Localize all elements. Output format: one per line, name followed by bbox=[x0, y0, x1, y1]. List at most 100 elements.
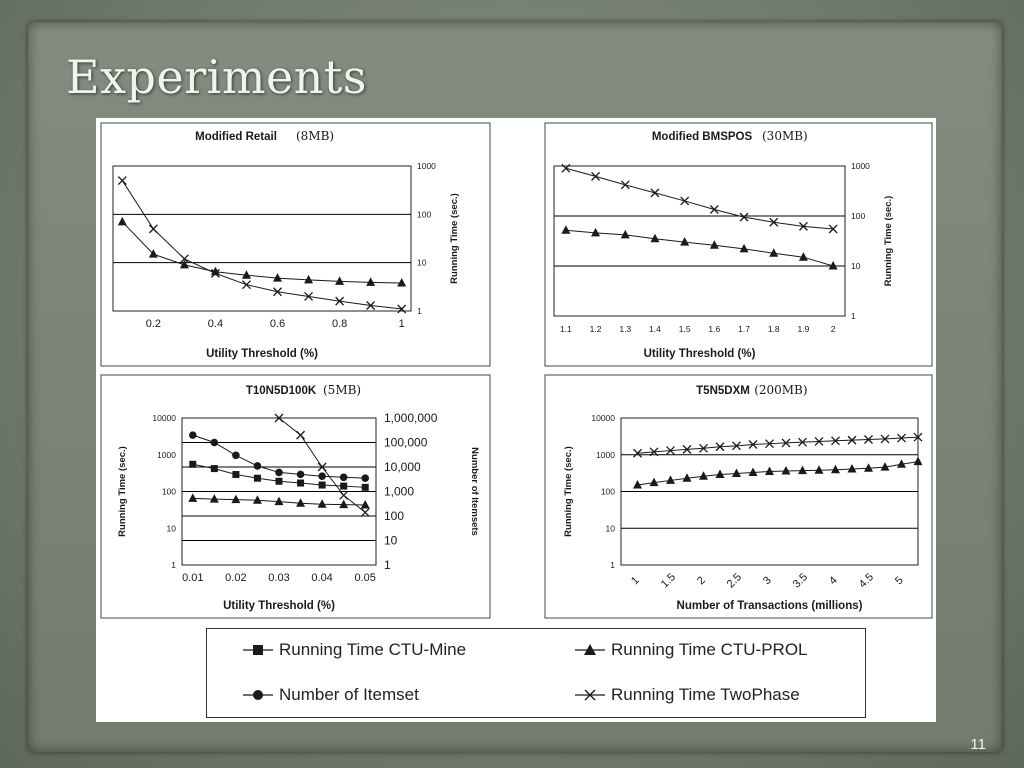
y-tick-label: 100 bbox=[162, 487, 176, 497]
data-point bbox=[591, 171, 601, 181]
data-point bbox=[296, 498, 306, 507]
legend-item-ctu-prol: Running Time CTU-PROL bbox=[575, 640, 808, 660]
data-point bbox=[317, 462, 327, 472]
chart-panel bbox=[100, 374, 491, 619]
data-point bbox=[769, 248, 779, 257]
y-tick-label: 10 bbox=[851, 261, 861, 271]
chart-title-note: (5MB) bbox=[323, 383, 361, 397]
data-point bbox=[828, 224, 838, 234]
legend-label: Running Time CTU-Mine bbox=[279, 640, 467, 659]
data-point bbox=[273, 273, 283, 282]
x-tick-label: 1.6 bbox=[708, 324, 720, 334]
data-point bbox=[650, 188, 660, 198]
data-point bbox=[913, 432, 923, 442]
y-axis-label: Running Time (sec.) bbox=[563, 446, 574, 537]
data-point bbox=[709, 205, 719, 214]
data-point bbox=[814, 436, 824, 446]
data-point bbox=[739, 212, 749, 222]
data-point bbox=[682, 444, 692, 454]
x-tick-label: 1.8 bbox=[768, 324, 780, 334]
charts-svg: Modified Retail (8MB) 1 10 100 1000 Running Ti… bbox=[100, 122, 933, 619]
series-line bbox=[121, 180, 402, 310]
y2-tick-label: 100 bbox=[384, 509, 404, 523]
y-tick-label: 10000 bbox=[591, 413, 615, 423]
data-point bbox=[117, 216, 127, 226]
x-tick-label: 0.05 bbox=[355, 572, 376, 584]
y-tick-label: 1 bbox=[417, 306, 422, 316]
x-tick-label: 1 bbox=[399, 318, 405, 330]
data-point bbox=[296, 430, 306, 440]
data-point bbox=[360, 499, 370, 509]
data-point bbox=[253, 474, 261, 482]
x-axis-label: Utility Threshold (%) bbox=[223, 600, 335, 612]
data-point bbox=[620, 229, 630, 239]
data-point bbox=[241, 270, 251, 279]
chart-panel bbox=[544, 122, 933, 367]
data-point bbox=[179, 259, 189, 269]
triangle-marker-icon bbox=[575, 644, 605, 655]
data-point bbox=[633, 448, 642, 458]
data-point bbox=[317, 499, 327, 508]
y-tick-label: 10 bbox=[417, 258, 427, 268]
data-point bbox=[304, 291, 314, 301]
y-axis-label: Running Time (sec.) bbox=[117, 446, 128, 537]
data-point bbox=[179, 254, 189, 264]
data-point bbox=[748, 467, 758, 476]
data-point bbox=[765, 439, 774, 449]
data-point bbox=[253, 462, 262, 470]
y-tick-label: 1 bbox=[171, 560, 176, 570]
data-point bbox=[210, 268, 220, 278]
data-point bbox=[148, 249, 158, 258]
chart-panel bbox=[544, 374, 933, 619]
x-tick-label: 0.4 bbox=[208, 318, 223, 330]
data-point bbox=[210, 438, 219, 447]
data-point bbox=[339, 499, 349, 509]
data-point bbox=[318, 472, 326, 481]
data-point bbox=[847, 435, 857, 445]
data-point bbox=[231, 494, 241, 504]
data-point bbox=[715, 469, 725, 479]
slide-title: Experiments bbox=[66, 50, 367, 104]
data-point bbox=[699, 471, 708, 480]
data-point bbox=[366, 301, 376, 310]
data-point bbox=[335, 276, 345, 285]
series-line bbox=[637, 436, 919, 454]
data-point bbox=[296, 470, 305, 479]
y2-tick-label: 1,000,000 bbox=[384, 411, 438, 425]
data-point bbox=[318, 481, 326, 489]
series-line bbox=[565, 229, 834, 267]
data-point bbox=[649, 477, 659, 487]
legend-label: Running Time TwoPhase bbox=[611, 685, 800, 704]
y2-tick-label: 1 bbox=[384, 558, 391, 572]
data-point bbox=[680, 196, 690, 206]
data-point bbox=[715, 442, 725, 452]
y-tick-label: 1000 bbox=[157, 450, 176, 460]
data-point bbox=[847, 463, 857, 473]
data-point bbox=[798, 437, 807, 447]
data-point bbox=[189, 460, 197, 468]
data-point bbox=[339, 490, 349, 500]
data-point bbox=[781, 466, 791, 475]
x-tick-label: 1.2 bbox=[590, 324, 602, 334]
data-point bbox=[650, 233, 660, 243]
x-tick-label: 0.04 bbox=[311, 572, 332, 584]
series-line bbox=[565, 167, 834, 230]
y-tick-label: 1000 bbox=[596, 450, 615, 460]
y-tick-label: 1000 bbox=[851, 161, 870, 171]
x-tick-label: 1.1 bbox=[560, 324, 572, 334]
experiment-figure: Modified Retail (8MB) 1 10 100 1000 Running Ti… bbox=[96, 118, 936, 722]
chart-title: Modified BMSPOS bbox=[652, 131, 753, 143]
data-point bbox=[880, 462, 890, 471]
data-point bbox=[666, 475, 675, 484]
data-point bbox=[880, 434, 890, 444]
data-point bbox=[798, 252, 808, 261]
data-point bbox=[210, 266, 220, 276]
data-point bbox=[274, 496, 284, 506]
data-point bbox=[360, 507, 370, 517]
data-point bbox=[798, 465, 807, 475]
data-point bbox=[798, 221, 808, 231]
y-axis-label: Running Time (sec.) bbox=[883, 196, 894, 287]
x-tick-label: 2 bbox=[831, 324, 836, 334]
series-line bbox=[121, 221, 402, 284]
x-axis-label: Utility Threshold (%) bbox=[206, 348, 318, 360]
